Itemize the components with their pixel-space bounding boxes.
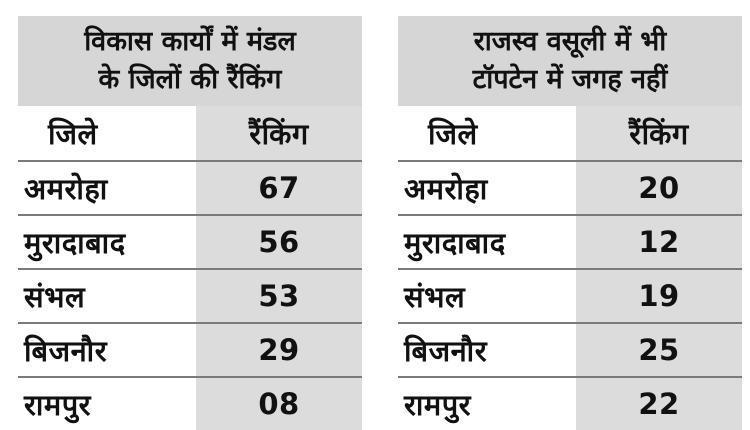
district-rank: 20	[576, 162, 742, 214]
table-row: मुरादाबाद 56	[18, 214, 362, 268]
table-row: संभल 53	[18, 268, 362, 322]
district-rank: 56	[196, 216, 362, 268]
district-rank: 22	[576, 378, 742, 430]
development-ranking-panel: विकास कार्यों में मंडल के जिलों की रैंकि…	[18, 16, 362, 430]
district-name: बिजनौर	[398, 324, 576, 376]
district-name: संभल	[18, 270, 196, 322]
development-ranking-title: विकास कार्यों में मंडल के जिलों की रैंकि…	[18, 16, 362, 106]
title-line-2: के जिलों की रैंकिंग	[98, 64, 282, 95]
district-name: बिजनौर	[18, 324, 196, 376]
table-row: मुरादाबाद 12	[398, 214, 742, 268]
revenue-ranking-panel: राजस्व वसूली में भी टॉपटेन में जगह नहीं …	[398, 16, 742, 430]
district-name: रामपुर	[398, 378, 576, 430]
table-row: अमरोहा 67	[18, 160, 362, 214]
title-line-1: विकास कार्यों में मंडल	[84, 26, 296, 57]
development-ranking-table: जिले रैंकिंग अमरोहा 67 मुरादाबाद 56 संभल…	[18, 106, 362, 430]
column-header-district: जिले	[18, 106, 196, 160]
table-row: रामपुर 22	[398, 376, 742, 430]
column-header-rank: रैंकिंग	[576, 106, 742, 160]
district-name: संभल	[398, 270, 576, 322]
table-row: बिजनौर 29	[18, 322, 362, 376]
title-line-1: राजस्व वसूली में भी	[473, 26, 667, 57]
district-name: अमरोहा	[18, 162, 196, 214]
district-rank: 25	[576, 324, 742, 376]
table-row: रामपुर 08	[18, 376, 362, 430]
revenue-ranking-title: राजस्व वसूली में भी टॉपटेन में जगह नहीं	[398, 16, 742, 106]
district-name: मुरादाबाद	[398, 216, 576, 268]
district-rank: 19	[576, 270, 742, 322]
district-rank: 29	[196, 324, 362, 376]
column-header-district: जिले	[398, 106, 576, 160]
table-row: बिजनौर 25	[398, 322, 742, 376]
title-line-2: टॉपटेन में जगह नहीं	[472, 64, 668, 95]
district-rank: 67	[196, 162, 362, 214]
district-rank: 12	[576, 216, 742, 268]
table-row: अमरोहा 20	[398, 160, 742, 214]
table-row: संभल 19	[398, 268, 742, 322]
revenue-ranking-table: जिले रैंकिंग अमरोहा 20 मुरादाबाद 12 संभल…	[398, 106, 742, 430]
district-rank: 53	[196, 270, 362, 322]
table-header-row: जिले रैंकिंग	[398, 106, 742, 160]
column-header-rank: रैंकिंग	[196, 106, 362, 160]
district-rank: 08	[196, 378, 362, 430]
district-name: मुरादाबाद	[18, 216, 196, 268]
table-header-row: जिले रैंकिंग	[18, 106, 362, 160]
district-name: अमरोहा	[398, 162, 576, 214]
district-name: रामपुर	[18, 378, 196, 430]
